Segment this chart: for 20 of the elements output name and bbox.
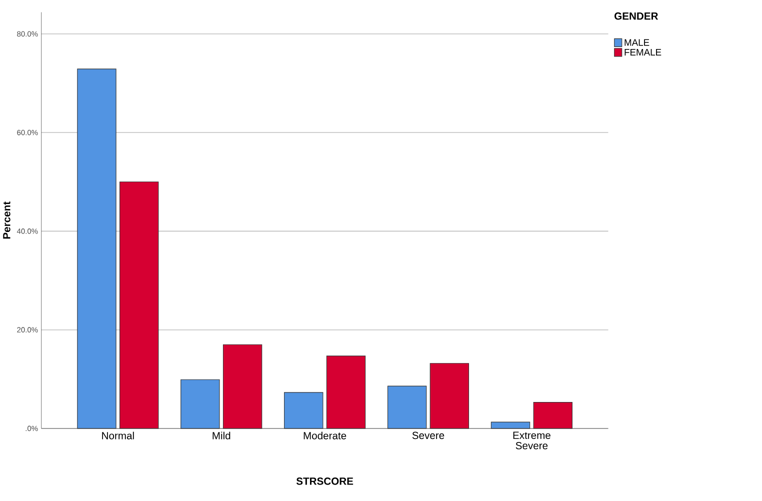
x-axis-title: STRSCORE bbox=[296, 478, 354, 485]
legend-label: MALE bbox=[624, 39, 650, 46]
bar bbox=[77, 68, 116, 429]
bar bbox=[284, 392, 324, 429]
bar bbox=[533, 402, 572, 429]
x-tick-label: Moderate bbox=[304, 432, 346, 440]
x-tick-label: Mild bbox=[212, 432, 230, 440]
x-tick-label: Severe bbox=[412, 432, 444, 440]
y-axis-title: Percent bbox=[3, 202, 10, 239]
legend-title: GENDER bbox=[614, 12, 658, 20]
bar bbox=[430, 363, 470, 429]
bar bbox=[120, 182, 159, 429]
bar bbox=[326, 356, 366, 429]
bar bbox=[222, 344, 262, 429]
bar bbox=[387, 386, 427, 429]
bar bbox=[180, 379, 220, 429]
legend-label: FEMALE bbox=[624, 49, 662, 56]
x-tick-label: Normal bbox=[102, 432, 134, 440]
bar bbox=[490, 422, 530, 429]
x-tick-label: Extreme Severe bbox=[513, 432, 550, 450]
